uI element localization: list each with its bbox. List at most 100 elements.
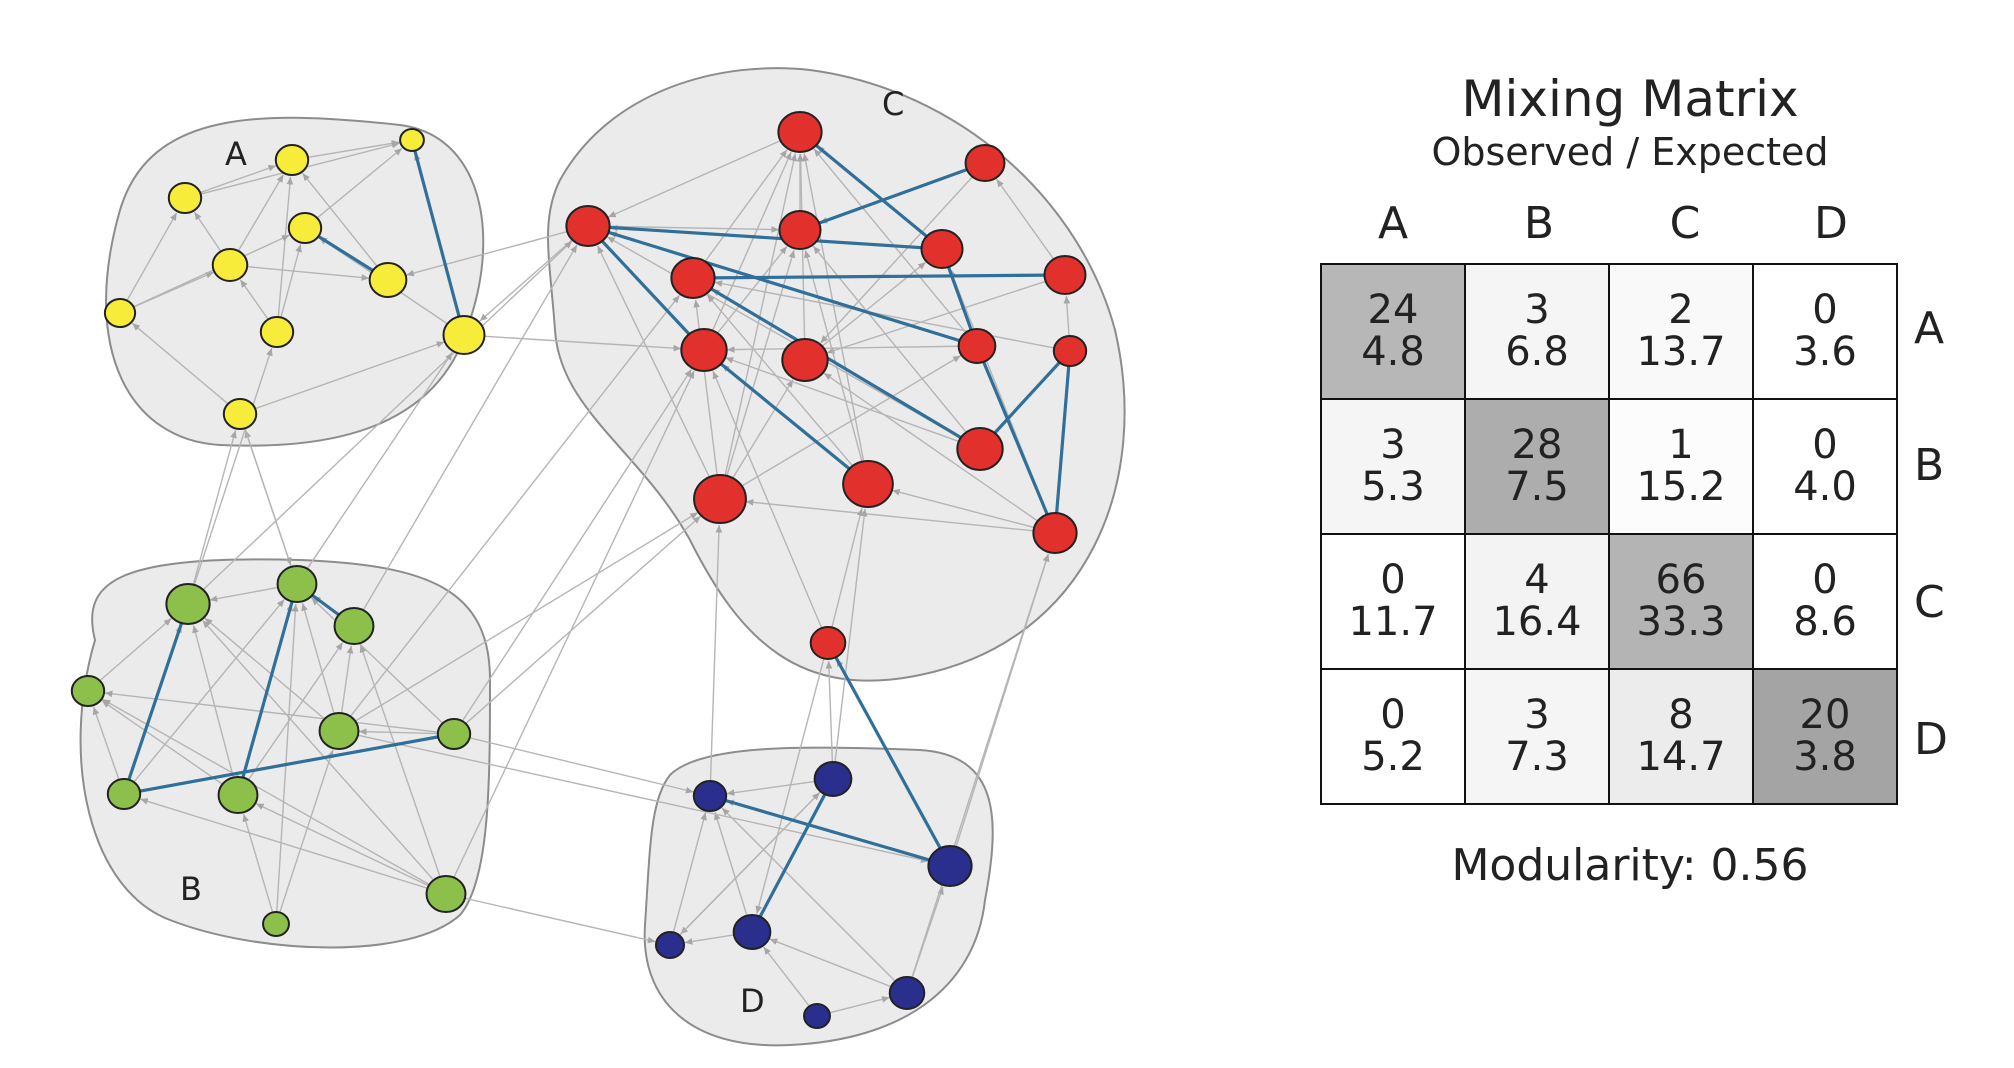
strong-network-edge [692, 276, 981, 451]
observed-value: 8 [1668, 692, 1694, 738]
node-a [368, 262, 408, 298]
node-b [436, 718, 472, 750]
network-edge [302, 172, 378, 268]
strong-network-edge [702, 348, 870, 486]
node-a [287, 212, 323, 244]
network-edge [684, 933, 736, 945]
expected-value: 3.6 [1793, 329, 1857, 375]
matrix-cell-a-c: 2 13.7 [1608, 263, 1754, 400]
observed-value: 24 [1367, 287, 1419, 333]
network-edge [276, 603, 299, 913]
network-edge [202, 240, 573, 591]
cluster-d-region [643, 746, 994, 1047]
node-d [803, 1003, 831, 1029]
expected-value: 4.0 [1793, 464, 1857, 510]
node-c [670, 257, 716, 299]
network-edge [316, 147, 403, 220]
network-edge [255, 802, 431, 887]
network-edge [606, 236, 963, 440]
network-edge [763, 946, 811, 1007]
network-edge [306, 352, 453, 570]
network-edge [310, 597, 444, 725]
strong-network-edge [587, 224, 978, 348]
network-edge [704, 149, 788, 263]
network-edge [731, 379, 794, 479]
network-edge [202, 619, 435, 882]
expected-value: 5.2 [1361, 734, 1425, 780]
observed-value: 20 [1799, 692, 1851, 738]
observed-value: 3 [1380, 422, 1406, 468]
matrix-cell-c-a: 0 11.7 [1320, 533, 1466, 670]
network-edge [192, 430, 237, 585]
network-edge [354, 511, 699, 723]
network-edge [911, 553, 1050, 978]
network-edge [725, 357, 961, 443]
network-edge [237, 174, 284, 252]
row-header-a: A [1914, 303, 1945, 354]
network-edge [242, 813, 274, 913]
strong-network-edge [692, 273, 1066, 280]
observed-value: 0 [1812, 287, 1838, 333]
expected-value: 14.7 [1636, 734, 1726, 780]
network-edge [769, 938, 893, 988]
observed-value: 1 [1668, 422, 1694, 468]
matrix-cell-a-d: 0 3.6 [1752, 263, 1898, 400]
network-edge [101, 700, 224, 786]
node-d [732, 914, 772, 950]
cluster-label-d: D [740, 982, 765, 1020]
network-edge [340, 645, 354, 714]
matrix-cell-b-b: 28 7.5 [1464, 398, 1610, 535]
network-edge [740, 355, 962, 488]
network-edge [253, 341, 445, 410]
network-edge [726, 249, 796, 477]
row-header-b: B [1914, 440, 1945, 491]
network-edge [277, 176, 294, 318]
node-c [920, 229, 964, 269]
observed-value: 3 [1524, 287, 1550, 333]
network-edge [132, 598, 285, 783]
node-c [964, 144, 1006, 182]
node-c [1043, 255, 1087, 295]
strong-network-edge [1053, 350, 1072, 534]
network-edge [126, 212, 178, 302]
network-edge [706, 294, 854, 467]
strong-network-edge [122, 603, 190, 795]
network-edge [712, 370, 823, 629]
network-edge [825, 660, 834, 763]
network-edge [672, 812, 707, 933]
network-edge [724, 153, 797, 476]
matrix-cell-d-a: 0 5.2 [1320, 668, 1466, 805]
node-c [956, 427, 1004, 471]
node-c [565, 205, 611, 247]
network-edge [244, 427, 292, 566]
node-c [842, 460, 894, 508]
network-edge [209, 586, 280, 602]
cluster-label-a: A [225, 135, 247, 173]
expected-value: 11.7 [1348, 599, 1438, 645]
strong-network-edge [709, 794, 951, 868]
cluster-label-b: B [180, 870, 202, 908]
matrix-cell-a-b: 3 6.8 [1464, 263, 1610, 400]
network-edge [104, 690, 440, 733]
strong-network-edge [799, 161, 986, 232]
network-edge [362, 244, 578, 611]
network-edge [468, 736, 694, 794]
matrix-cell-d-b: 3 7.3 [1464, 668, 1610, 805]
network-edge [463, 897, 656, 944]
observed-value: 0 [1812, 422, 1838, 468]
node-c [781, 338, 829, 382]
node-a [259, 316, 295, 348]
strong-network-edge [586, 224, 706, 352]
expected-value: 33.3 [1636, 599, 1726, 645]
network-edge [461, 368, 693, 722]
node-c [778, 210, 822, 250]
matrix-title: Mixing Matrix [1461, 70, 1799, 128]
node-c [680, 328, 728, 372]
row-header-c: C [1914, 577, 1945, 628]
network-edge [745, 499, 1036, 532]
node-c [777, 111, 823, 153]
cluster-b-region [79, 558, 492, 949]
node-b [106, 778, 142, 810]
node-a [211, 248, 249, 282]
network-edge [813, 148, 967, 334]
